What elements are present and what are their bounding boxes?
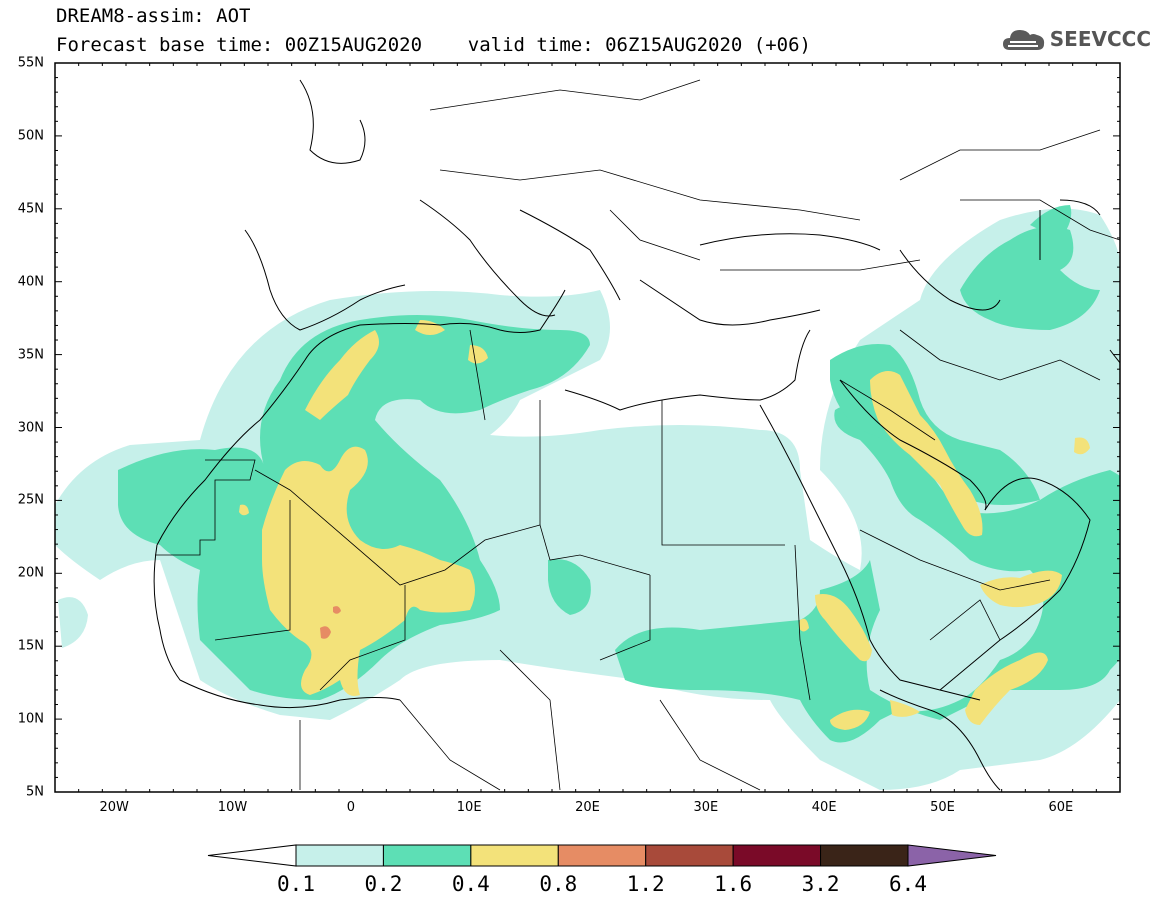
lat-label: 45N [17, 201, 44, 217]
lat-label: 20N [17, 565, 44, 581]
colorbar-box [382, 844, 472, 867]
aot-level-0-8 [320, 606, 341, 639]
colorbar-low-arrow [207, 844, 297, 867]
colorbar-box [732, 844, 822, 867]
country-borders [155, 79, 1120, 791]
lon-label: 60E [1048, 800, 1074, 815]
colorbar-label: 6.4 [889, 872, 927, 896]
colorbar-label: 0.2 [364, 872, 403, 896]
lat-label: 15N [17, 638, 44, 654]
coastlines [153, 79, 1120, 791]
lat-label: 5N [26, 784, 44, 800]
colorbar-label: 0.4 [451, 872, 490, 896]
lat-label: 30N [17, 420, 44, 435]
colorbar-box [295, 844, 384, 867]
forecast-time-line: Forecast base time: 00Z15AUG2020 valid t… [56, 34, 811, 56]
aot-field [55, 79, 1120, 791]
lon-label: 20E [575, 800, 600, 815]
colorbar-label: 0.8 [539, 872, 578, 896]
colorbar-high-arrow [907, 844, 997, 867]
colorbar-label: 0.1 [277, 872, 315, 896]
colorbar-label: 1.2 [626, 872, 665, 896]
colorbar-label: 3.2 [801, 872, 840, 896]
cloud-icon [1002, 30, 1044, 50]
lat-label: 35N [17, 347, 44, 363]
lon-label: 40E [811, 800, 837, 815]
axis-ticks [54, 62, 1121, 793]
lat-label: 50N [17, 128, 44, 144]
lon-label: 20W [99, 800, 129, 815]
lon-label: 10W [217, 800, 248, 815]
seevccc-logo: SEEVCCC [1002, 24, 1151, 54]
colorbar-box [470, 844, 559, 867]
lat-label: 25N [17, 492, 44, 508]
colorbar [207, 844, 997, 867]
lon-label: 30E [693, 800, 719, 815]
logo-text: SEEVCCC [1049, 27, 1151, 51]
lon-label: 10E [456, 800, 482, 815]
lon-label: 50E [930, 800, 955, 815]
colorbar-box [820, 844, 909, 867]
map-title: DREAM8-assim: AOT [56, 5, 251, 27]
colorbar-label: 1.6 [714, 872, 753, 896]
lat-label: 55N [17, 55, 44, 71]
lat-label: 10N [17, 711, 44, 727]
colorbar-box [645, 844, 734, 867]
lon-label: 0 [346, 800, 355, 815]
colorbar-box [557, 844, 647, 867]
lat-label: 40N [17, 274, 44, 290]
